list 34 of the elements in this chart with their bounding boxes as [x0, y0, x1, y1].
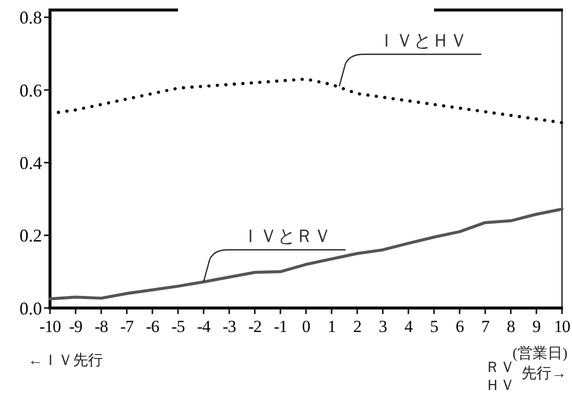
- y-tick-label: 0.8: [20, 8, 42, 28]
- x-tick-label: 4: [404, 317, 414, 336]
- x-tick-label: -5: [171, 317, 185, 336]
- x-tick-label: 3: [378, 317, 387, 336]
- x-tick-label: -4: [197, 317, 212, 336]
- x-tick-label: 1: [328, 317, 336, 336]
- text: ＲＶ: [485, 360, 515, 376]
- x-tick-label: -2: [248, 317, 262, 336]
- x-tick-label: 5: [430, 317, 438, 336]
- x-tick-label: -3: [222, 317, 236, 336]
- x-tick-label: -10: [39, 317, 61, 336]
- y-tick-label: 0.0: [20, 298, 42, 318]
- x-tick-label: 7: [481, 317, 490, 336]
- y-tick-label: 0.6: [20, 80, 42, 100]
- y-tick-label: 0.4: [20, 152, 42, 173]
- x-tick-label: 8: [506, 317, 515, 336]
- x-tick-label: -6: [146, 317, 159, 336]
- x-axis-title: (営業日): [512, 345, 568, 362]
- text: ←ＩＶ先行: [28, 352, 103, 369]
- x-tick-label: 2: [353, 317, 362, 336]
- x-tick-label: 10: [554, 317, 570, 336]
- y-tick-label: 0.2: [20, 226, 42, 246]
- x-tick-label: -9: [69, 317, 82, 336]
- x-tick-label: 0: [302, 317, 310, 336]
- x-tick-label: -8: [94, 317, 108, 336]
- x-tick-label: -7: [120, 317, 134, 336]
- x-tick-label: -1: [274, 317, 287, 336]
- line-series: [48, 208, 564, 300]
- x-tick-label: 6: [456, 317, 464, 336]
- x-tick-label: 9: [532, 317, 540, 336]
- annotation: ＩＶとＲＶ: [242, 226, 332, 246]
- text: ＨＶ: [485, 378, 515, 394]
- annotation: ＩＶとＨＶ: [377, 30, 468, 50]
- text: 先行→: [522, 365, 566, 382]
